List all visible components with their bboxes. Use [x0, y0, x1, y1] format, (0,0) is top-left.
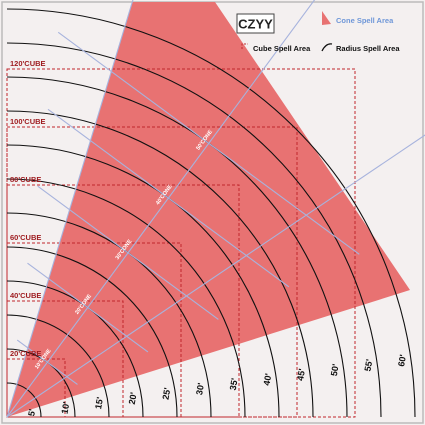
- radius-label: 5': [26, 408, 37, 417]
- cone-cross-line: [57, 31, 360, 255]
- cube-labels: 20'CUBE 40'CUBE 60'CUBE 80'CUBE 100'CUBE 120'…: [10, 59, 46, 358]
- cone-cross-line: [47, 108, 290, 288]
- cube-label: 60'CUBE: [10, 233, 41, 242]
- radius-arc: [6, 382, 42, 418]
- cube-square: [6, 68, 356, 418]
- radius-label: 10': [59, 401, 71, 415]
- cube-label: 120'CUBE: [10, 59, 46, 68]
- cube-label: 40'CUBE: [10, 291, 41, 300]
- cube-legend-label: Cube Spell Area: [253, 44, 311, 53]
- cone-guides: [6, 0, 425, 418]
- radius-label: 55': [362, 358, 374, 372]
- cone-cross-line: [16, 339, 78, 385]
- radius-arc: [6, 8, 416, 418]
- radius-legend-icon: [321, 43, 333, 52]
- radius-labels: 5' 10' 15' 20' 25' 30' 35' 40' 45' 50' 55' 60': [26, 354, 408, 417]
- cone-legend-icon: [322, 11, 331, 25]
- cone-legend-label: Cone Spell Area: [336, 16, 394, 25]
- radius-arc: [6, 76, 348, 418]
- radius-arc: [6, 110, 314, 418]
- radius-arcs: [6, 8, 416, 418]
- radius-label: 35': [228, 377, 240, 391]
- radius-arc: [6, 314, 110, 418]
- legend: CZYY Cone Spell Area Cube Spell Area Rad…: [236, 11, 400, 53]
- cube-label: 20'CUBE: [10, 349, 41, 358]
- radius-label: 60': [396, 354, 408, 368]
- cube-spell-areas: [6, 68, 356, 418]
- cube-legend-icon: [241, 43, 248, 49]
- radius-label: 50': [329, 363, 341, 377]
- radius-label: 20': [127, 392, 139, 406]
- cone-edge-line: [6, 134, 425, 418]
- radius-arc: [6, 280, 144, 418]
- cone-cross-line: [37, 185, 219, 320]
- cone-edge-line: [6, 0, 134, 418]
- radius-arc: [6, 42, 382, 418]
- cone-centre-line: [6, 0, 316, 418]
- radius-arc: [6, 348, 76, 418]
- cone-cross-line: [27, 262, 149, 353]
- radius-label: 15': [93, 396, 105, 410]
- radius-arc: [6, 212, 212, 418]
- radius-label: 40': [261, 373, 273, 387]
- radius-label: 25': [160, 387, 172, 401]
- brand-logo: CZYY: [238, 17, 273, 32]
- radius-arc: [6, 144, 280, 418]
- radius-arc: [6, 178, 246, 418]
- radius-label: 30': [194, 382, 206, 396]
- radius-legend-label: Radius Spell Area: [336, 44, 400, 53]
- cone-spell-area: [7, 2, 410, 417]
- cube-label: 100'CUBE: [10, 117, 46, 126]
- radius-arc: [6, 246, 178, 418]
- radius-label: 45': [295, 368, 307, 382]
- cube-square: [6, 126, 298, 418]
- cube-label: 80'CUBE: [10, 175, 41, 184]
- brand-logo-box: [236, 13, 275, 34]
